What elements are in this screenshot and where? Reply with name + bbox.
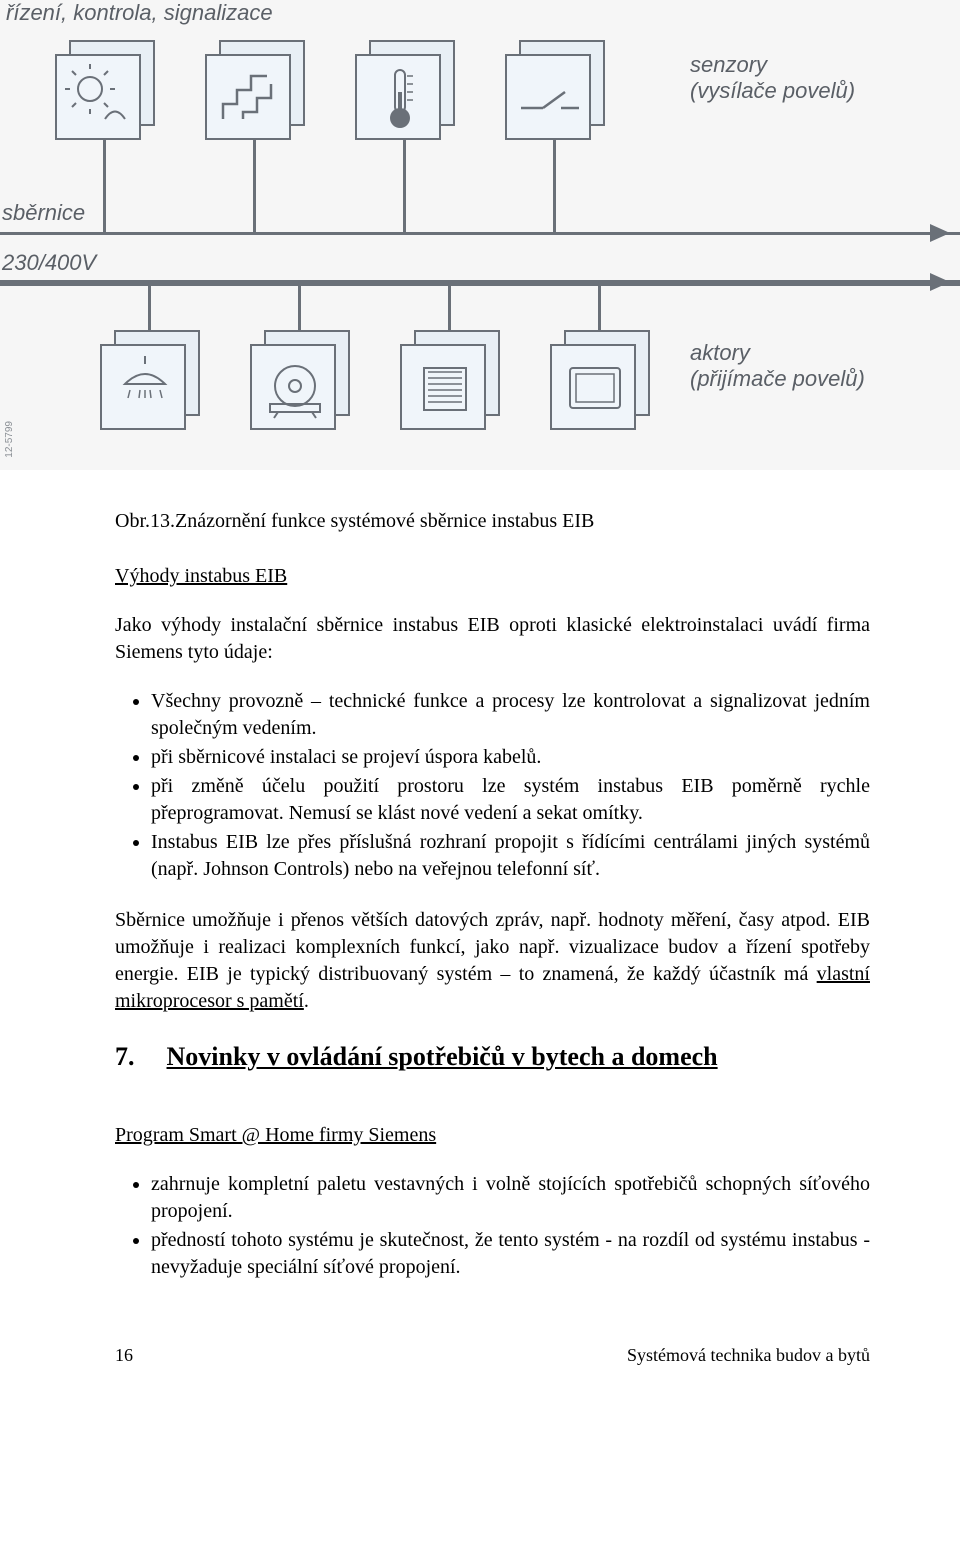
actors-label: aktory (přijímače povelů) bbox=[690, 340, 865, 393]
section-number: 7. bbox=[115, 1039, 135, 1098]
bus-label: sběrnice bbox=[2, 200, 85, 226]
diagram-title: řízení, kontrola, signalizace bbox=[6, 0, 273, 26]
list-item: Všechny provozně – technické funkce a pr… bbox=[151, 688, 870, 742]
list-item: Instabus EIB lze přes příslušná rozhraní… bbox=[151, 829, 870, 883]
stem bbox=[103, 140, 106, 233]
intro-paragraph: Jako výhody instalační sběrnice instabus… bbox=[115, 612, 870, 666]
list-item: zahrnuje kompletní paletu vestavných i v… bbox=[151, 1171, 870, 1225]
sensor-thermometer-cube bbox=[355, 40, 455, 140]
section-heading-row: 7. Novinky v ovládání spotřebičů v bytec… bbox=[115, 1039, 870, 1098]
list-item: při sběrnicové instalaci se projeví úspo… bbox=[151, 744, 870, 771]
switch-icon bbox=[515, 64, 585, 134]
sensor-step-cube bbox=[205, 40, 305, 140]
actuator-heater-cube bbox=[400, 330, 500, 430]
smart-home-list: zahrnuje kompletní paletu vestavných i v… bbox=[115, 1171, 870, 1281]
sensor-sun-cube bbox=[55, 40, 155, 140]
figure-caption: Obr.13.Znázornění funkce systémové sběrn… bbox=[115, 508, 870, 535]
thermometer-icon bbox=[365, 64, 435, 134]
bus-arrowhead-icon bbox=[930, 224, 950, 242]
footer-title: Systémová technika budov a bytů bbox=[627, 1345, 870, 1366]
stem bbox=[553, 140, 556, 233]
heater-icon bbox=[410, 354, 480, 424]
sun-icon bbox=[65, 64, 135, 134]
eib-bus-diagram: řízení, kontrola, signalizace senzory (v… bbox=[0, 0, 960, 470]
stem bbox=[253, 140, 256, 233]
screen-icon bbox=[560, 354, 630, 424]
sensor-switch-cube bbox=[505, 40, 605, 140]
actuator-screen-cube bbox=[550, 330, 650, 430]
paragraph-bus-capabilities: Sběrnice umožňuje i přenos větších datov… bbox=[115, 907, 870, 1015]
sensors-label: senzory (vysílače povelů) bbox=[690, 52, 855, 105]
lamp-icon bbox=[110, 354, 180, 424]
actuator-motor-cube bbox=[250, 330, 350, 430]
subheading-smart-home: Program Smart @ Home firmy Siemens bbox=[115, 1122, 870, 1149]
stair-icon bbox=[215, 64, 285, 134]
section-title: Novinky v ovládání spotřebičů v bytech a… bbox=[167, 1039, 718, 1074]
power-line bbox=[0, 280, 960, 286]
diagram-id-stamp: 12-5799 bbox=[4, 421, 15, 458]
stem bbox=[403, 140, 406, 233]
motor-icon bbox=[260, 354, 330, 424]
list-item: při změně účelu použití prostoru lze sys… bbox=[151, 773, 870, 827]
list-item: předností tohoto systému je skutečnost, … bbox=[151, 1227, 870, 1281]
page-number: 16 bbox=[115, 1345, 133, 1366]
power-arrowhead-icon bbox=[930, 273, 950, 291]
power-label: 230/400V bbox=[2, 250, 96, 276]
actuator-lamp-cube bbox=[100, 330, 200, 430]
page-footer: 16 Systémová technika budov a bytů bbox=[0, 1345, 960, 1386]
subheading-advantages: Výhody instabus EIB bbox=[115, 563, 870, 590]
advantages-list: Všechny provozně – technické funkce a pr… bbox=[115, 688, 870, 883]
bus-line bbox=[0, 232, 960, 235]
